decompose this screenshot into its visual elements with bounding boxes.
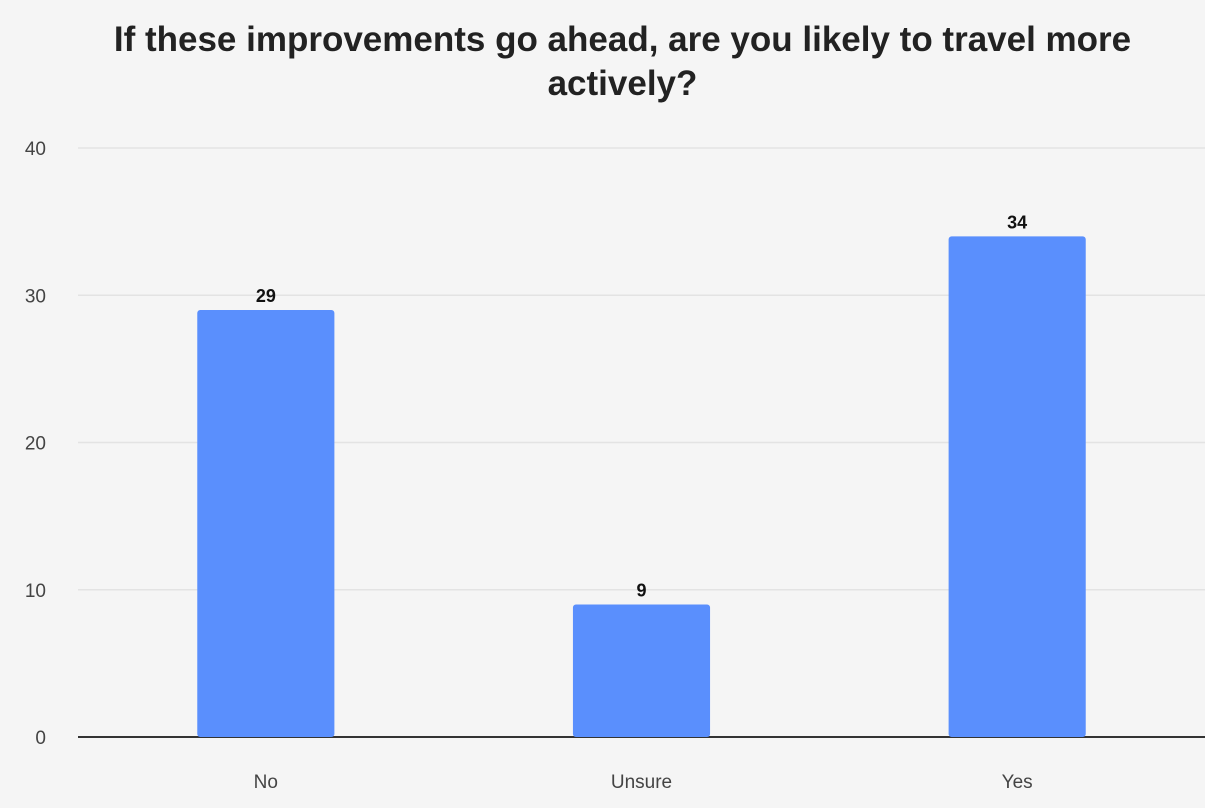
y-tick-label: 0 [35,728,46,749]
y-tick-label: 40 [25,139,46,160]
bar-layer [197,236,1086,737]
bar-no [197,309,335,737]
data-label: 9 [636,580,646,600]
data-label: 34 [1007,212,1027,232]
y-tick-label: 20 [25,434,46,455]
data-label: 29 [256,286,276,306]
y-tick-label: 10 [25,581,46,602]
label-layer: 0 10 20 30 40 29 No 9 Unsure 34 Yes [25,139,1033,793]
bar-unsure [572,604,711,737]
x-tick-label: Yes [1002,772,1033,793]
y-tick-label: 30 [25,286,46,307]
bar-yes [948,236,1086,737]
x-tick-label: Unsure [611,772,672,793]
x-tick-label: No [254,772,278,793]
chart-title: If these improvements go ahead, are you … [113,20,1132,103]
